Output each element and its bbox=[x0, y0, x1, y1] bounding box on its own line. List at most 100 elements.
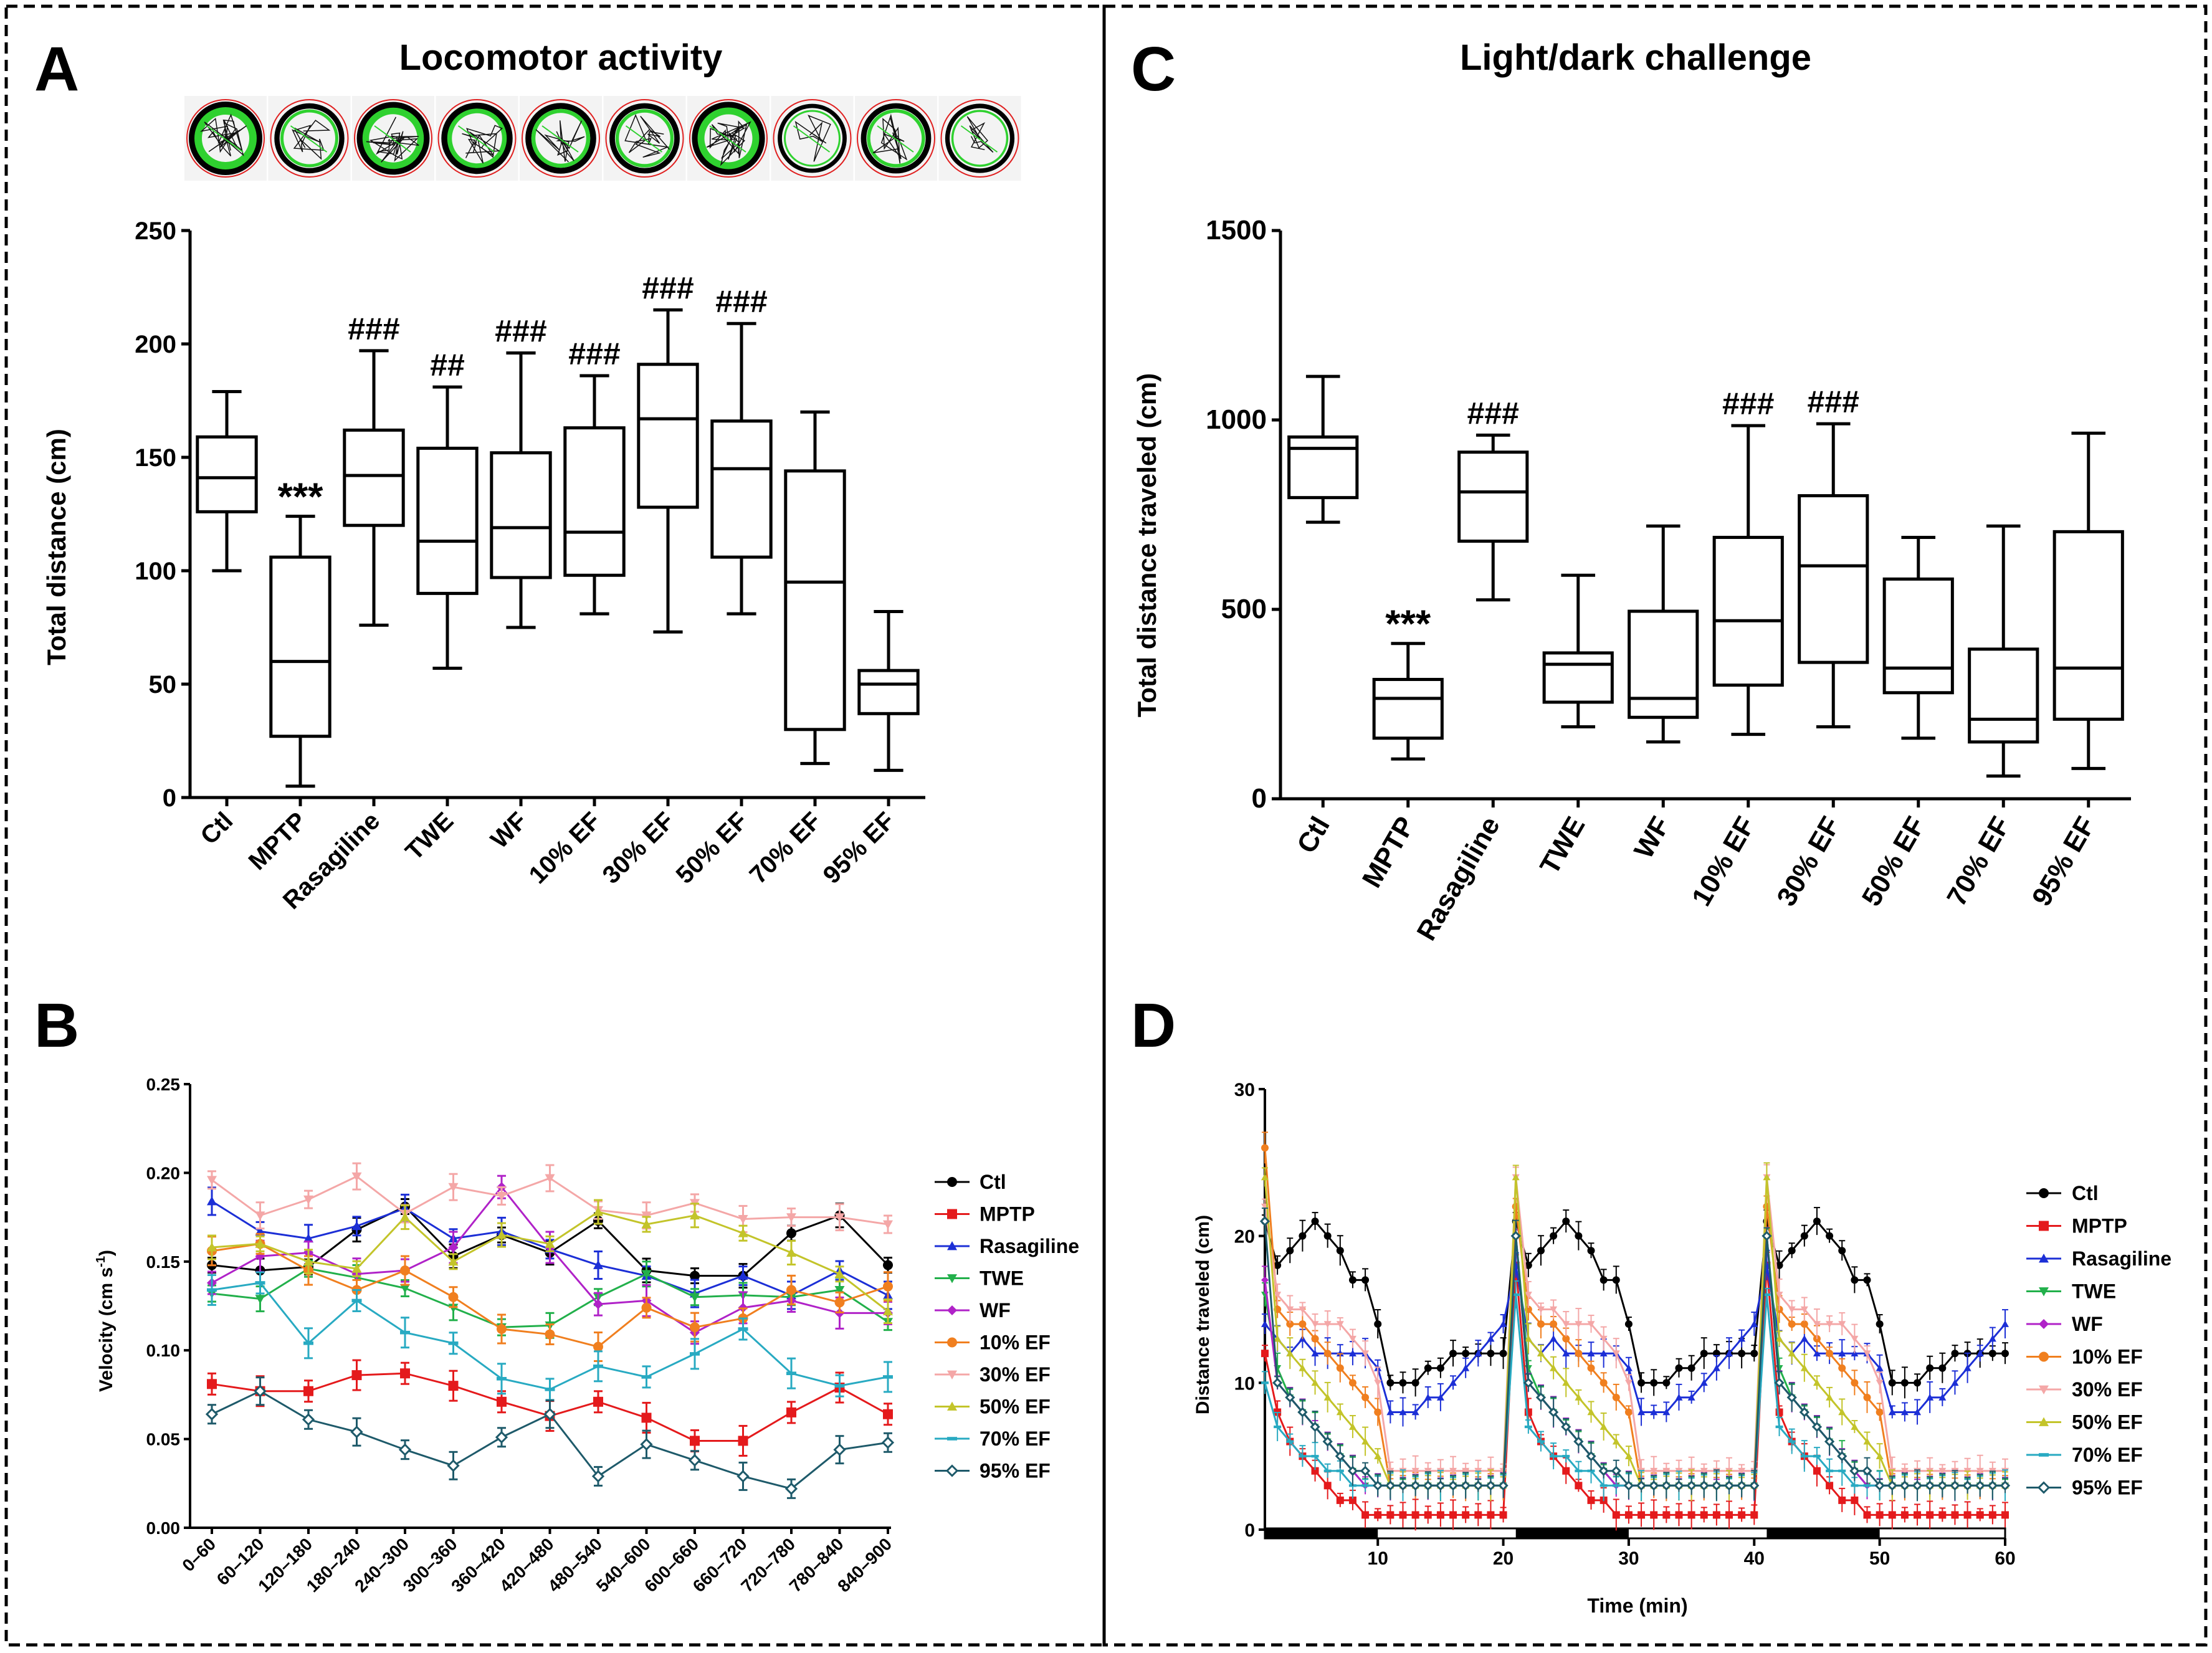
legend-label: 95% EF bbox=[980, 1460, 1051, 1482]
data-point bbox=[1474, 1511, 1482, 1519]
panel-b-line-chart: 0.000.050.100.150.200.250–6060–120120–18… bbox=[146, 1075, 1080, 1596]
data-point bbox=[1624, 1320, 1633, 1328]
data-point bbox=[351, 1221, 362, 1231]
data-point bbox=[1399, 1379, 1407, 1387]
data-point bbox=[1348, 1335, 1356, 1343]
data-point bbox=[1449, 1511, 1457, 1519]
data-point bbox=[1813, 1350, 1821, 1356]
box bbox=[1457, 450, 1529, 543]
data-point bbox=[1550, 1306, 1558, 1313]
data-point bbox=[1562, 1455, 1570, 1458]
data-point bbox=[1259, 1216, 1270, 1227]
data-point bbox=[1761, 1231, 1772, 1241]
data-point bbox=[1926, 1511, 1934, 1519]
data-point bbox=[1274, 1335, 1282, 1342]
data-point bbox=[1800, 1306, 1808, 1313]
x-tick-label: 30% EF bbox=[1771, 812, 1846, 912]
data-point bbox=[1938, 1467, 1947, 1475]
data-point bbox=[1485, 1480, 1496, 1491]
data-point bbox=[1537, 1320, 1545, 1328]
data-point bbox=[1725, 1511, 1733, 1519]
data-point bbox=[1788, 1320, 1796, 1328]
data-point bbox=[1599, 1335, 1608, 1343]
thumbnail-track-path bbox=[535, 120, 585, 163]
box bbox=[269, 555, 331, 738]
data-point bbox=[1550, 1335, 1558, 1342]
box bbox=[1798, 494, 1869, 664]
x-tick-label: 70% EF bbox=[745, 807, 827, 889]
x-tick-label: 30 bbox=[1618, 1548, 1639, 1569]
data-point bbox=[497, 1230, 507, 1239]
data-point bbox=[1725, 1350, 1733, 1356]
panel-d-line-chart: 0 10 20 30 10 20 30 40 50 60 Ctl MPTP Rasagiline TWE W… bbox=[1234, 1080, 2171, 1569]
data-point bbox=[1851, 1423, 1859, 1430]
data-point bbox=[784, 1482, 798, 1495]
box bbox=[710, 419, 773, 559]
y-tick-label: 0.15 bbox=[146, 1252, 181, 1272]
data-point bbox=[1261, 1276, 1269, 1284]
data-point bbox=[1336, 1408, 1344, 1416]
data-point bbox=[883, 1409, 893, 1419]
thumbnail-arena-outline bbox=[186, 99, 265, 178]
data-point bbox=[1537, 1247, 1545, 1255]
data-point bbox=[1311, 1217, 1319, 1226]
data-point bbox=[1374, 1452, 1382, 1459]
data-point bbox=[1424, 1511, 1432, 1519]
data-point bbox=[1900, 1408, 1909, 1416]
data-point bbox=[1361, 1350, 1370, 1358]
data-point bbox=[1336, 1350, 1344, 1356]
y-tick-label: 0.05 bbox=[146, 1430, 181, 1449]
data-point bbox=[1738, 1467, 1746, 1475]
thumbnail-arena-outline bbox=[940, 99, 1019, 178]
data-point bbox=[1550, 1455, 1558, 1458]
data-point bbox=[1348, 1350, 1356, 1356]
data-point bbox=[1650, 1467, 1658, 1475]
data-point bbox=[545, 1388, 555, 1391]
x-tick-label: 30% EF bbox=[598, 807, 680, 889]
data-point bbox=[1888, 1408, 1896, 1416]
data-point bbox=[447, 1459, 460, 1472]
panel-c-title: Light/dark challenge bbox=[1460, 37, 1811, 78]
thumbnail-arena-outline bbox=[270, 99, 349, 178]
data-point bbox=[1813, 1217, 1821, 1226]
thumbnail-track-green bbox=[784, 110, 841, 167]
box bbox=[1628, 609, 1699, 719]
series-line bbox=[1264, 1177, 2005, 1472]
data-point bbox=[1799, 1407, 1809, 1417]
data-point bbox=[1876, 1452, 1884, 1459]
significance-annotation: ### bbox=[1722, 386, 1774, 421]
thumbnail-arena-outline bbox=[354, 99, 432, 178]
data-point bbox=[1261, 1144, 1269, 1152]
thumbnail-track-path bbox=[292, 120, 331, 160]
legend-marker bbox=[947, 1305, 957, 1315]
data-point bbox=[786, 1371, 796, 1376]
legend-label: 70% EF bbox=[2072, 1444, 2143, 1466]
data-point bbox=[1876, 1511, 1884, 1519]
data-point bbox=[593, 1207, 603, 1216]
data-point bbox=[1297, 1407, 1308, 1417]
data-point bbox=[834, 1269, 845, 1279]
data-point bbox=[1926, 1364, 1934, 1372]
data-point bbox=[1912, 1480, 1923, 1491]
legend-label: 10% EF bbox=[980, 1331, 1051, 1354]
arena-thumbnails bbox=[184, 96, 1021, 181]
panel-label-d: D bbox=[1131, 991, 1176, 1060]
data-point bbox=[1587, 1496, 1595, 1504]
thumbnail-arena-outline bbox=[773, 99, 852, 178]
data-point bbox=[1699, 1480, 1709, 1491]
thumbnail-track-path bbox=[872, 113, 908, 164]
data-point bbox=[1826, 1350, 1834, 1358]
data-point bbox=[448, 1183, 459, 1193]
legend-marker bbox=[947, 1401, 957, 1411]
legend-marker bbox=[947, 1370, 957, 1379]
data-point bbox=[1612, 1393, 1620, 1401]
thumbnail-track-segment bbox=[709, 125, 746, 153]
data-point bbox=[1987, 1480, 1998, 1491]
data-point bbox=[255, 1281, 265, 1285]
data-point bbox=[1763, 1173, 1771, 1181]
data-point bbox=[1449, 1350, 1457, 1358]
data-point bbox=[640, 1438, 653, 1451]
y-tick-label: 250 bbox=[135, 217, 176, 245]
y-tick-label: 10 bbox=[1234, 1373, 1255, 1394]
data-point bbox=[1587, 1364, 1595, 1372]
